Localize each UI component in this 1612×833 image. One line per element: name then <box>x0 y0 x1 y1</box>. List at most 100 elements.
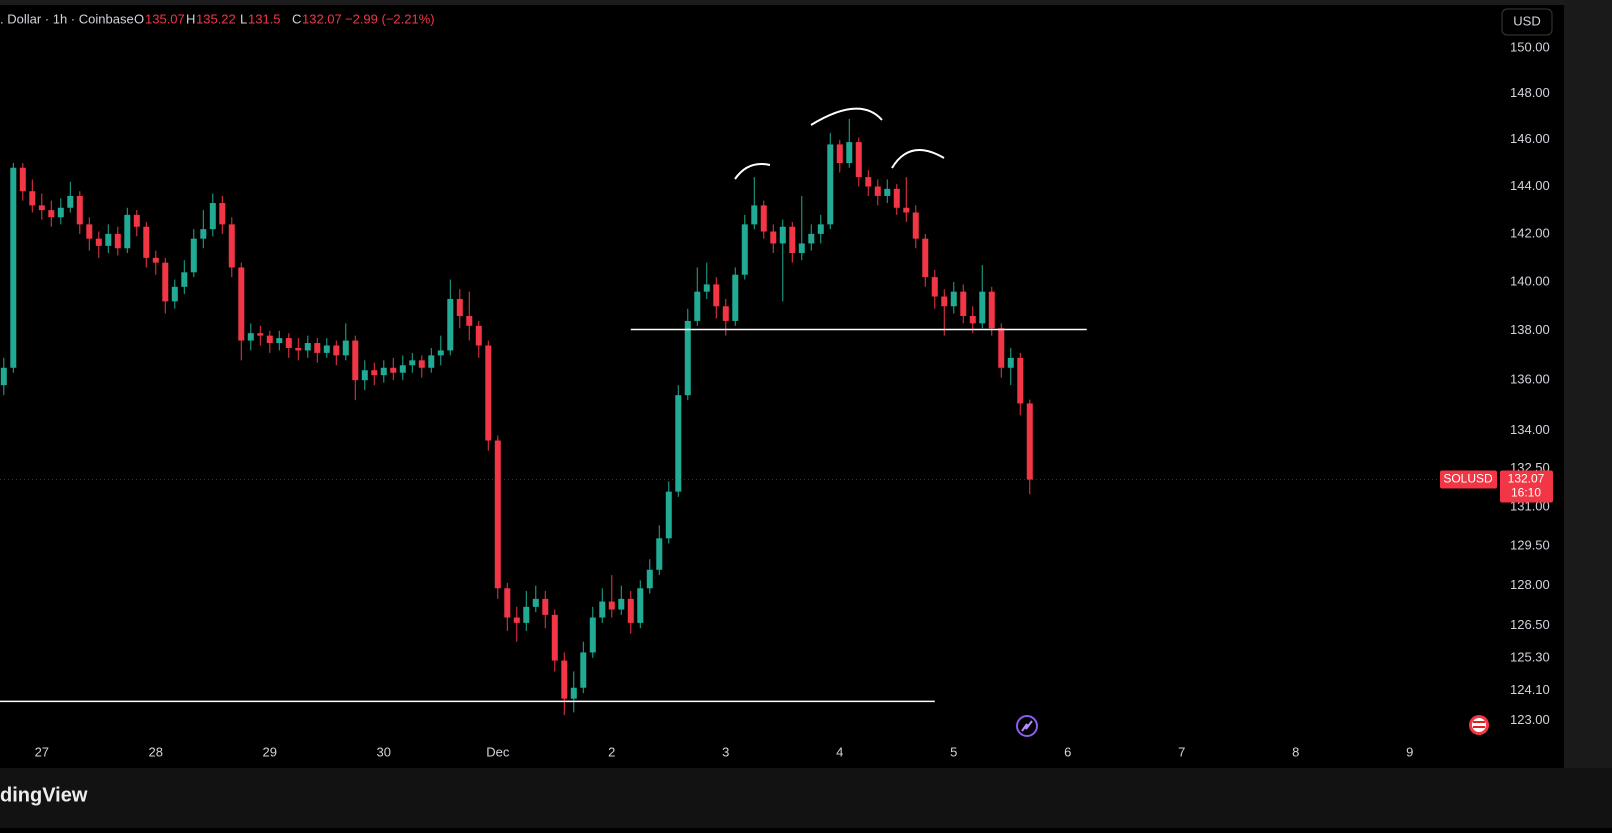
candle-body <box>57 207 64 218</box>
symbol-tag-box <box>1440 470 1497 489</box>
candle-body <box>200 229 207 239</box>
candle-body <box>599 601 606 618</box>
candle-body <box>361 370 368 381</box>
flag-stripe[interactable] <box>1473 721 1485 723</box>
candle-body <box>475 325 482 346</box>
y-tick-label: 150.00 <box>1510 40 1550 55</box>
candle-body <box>713 284 720 307</box>
x-tick-label: Dec <box>486 744 510 759</box>
candle-body <box>266 335 273 344</box>
candle-body <box>1017 357 1024 404</box>
x-tick-label: 9 <box>1406 744 1413 759</box>
candle-body <box>722 306 729 321</box>
candle-body <box>703 284 710 292</box>
candle-body <box>247 333 254 341</box>
y-tick-label: 144.00 <box>1510 178 1550 193</box>
candle-body <box>874 186 881 196</box>
candle-body <box>893 188 900 208</box>
x-tick-label: 6 <box>1064 744 1071 759</box>
candle-body <box>95 238 102 246</box>
candle-body <box>485 345 492 441</box>
candle-body <box>903 207 910 213</box>
flag-icon[interactable] <box>1469 715 1489 735</box>
candle-body <box>960 291 967 317</box>
y-tick-label: 146.00 <box>1510 131 1550 146</box>
sparkle-ring[interactable] <box>1016 715 1038 737</box>
candle-body <box>447 298 454 351</box>
candle-body <box>627 598 634 623</box>
candle-body <box>1007 357 1014 368</box>
candle-body <box>694 291 701 321</box>
candle-body <box>219 203 226 225</box>
candle-body <box>637 588 644 623</box>
candle-body <box>561 660 568 699</box>
currency-button[interactable] <box>1501 8 1553 36</box>
candle-body <box>171 286 178 302</box>
watermark: dingView <box>0 784 88 806</box>
y-tick-label: 138.00 <box>1510 322 1550 337</box>
sparkle-bolt[interactable] <box>1021 720 1033 732</box>
candle-body <box>428 355 435 368</box>
candle-body <box>86 224 93 239</box>
price-tag: 132.07 <box>1508 472 1545 486</box>
candle-body <box>523 606 530 623</box>
candle-body <box>418 360 425 368</box>
candle-body <box>931 277 938 297</box>
low-label: L <box>240 11 247 26</box>
candle-body <box>162 262 169 302</box>
y-tick-label: 128.00 <box>1510 577 1550 592</box>
candle-body <box>105 233 112 246</box>
candle-body <box>276 338 283 344</box>
candle-body <box>589 617 596 653</box>
candle-body <box>76 195 83 225</box>
candle-body <box>922 238 929 278</box>
y-tick-label: 140.00 <box>1510 273 1550 288</box>
y-tick-label: 136.00 <box>1510 372 1550 387</box>
x-tick-label: 29 <box>263 744 277 759</box>
candle-body <box>48 210 55 218</box>
x-tick-label: 5 <box>950 744 957 759</box>
x-tick-label: 8 <box>1292 744 1299 759</box>
y-tick-label: 124.10 <box>1510 682 1550 697</box>
candle-body <box>570 687 577 699</box>
flag-stripe[interactable] <box>1473 726 1485 728</box>
candle-body <box>342 340 349 356</box>
candle-body <box>67 195 74 208</box>
flag-inner[interactable] <box>1472 718 1486 732</box>
symbol-description: . Dollar · 1h · Coinbase <box>0 11 134 26</box>
candle-body <box>19 167 26 192</box>
footer <box>0 768 1612 828</box>
left-shoulder-arc <box>734 163 771 180</box>
candle-body <box>1026 403 1033 480</box>
open-label: O <box>134 11 144 26</box>
candle-body <box>238 267 245 341</box>
head-arc <box>810 107 883 126</box>
candle-body <box>257 333 264 336</box>
candle-body <box>152 257 159 263</box>
candle-body <box>741 224 748 275</box>
y-tick-label: 142.00 <box>1510 225 1550 240</box>
price-tag-box <box>1500 470 1553 503</box>
candle-body <box>456 298 463 317</box>
close-value: 132.07 <box>302 11 342 26</box>
x-tick-label: 3 <box>722 744 729 759</box>
candle-body <box>798 243 805 254</box>
candle-body <box>912 212 919 239</box>
x-tick-label: 28 <box>149 744 163 759</box>
candle-body <box>542 598 549 615</box>
candle-body <box>846 142 853 164</box>
sparkle-icon[interactable] <box>1016 715 1038 737</box>
candle-body <box>656 538 663 570</box>
candle-body <box>399 365 406 373</box>
x-tick-label: 7 <box>1178 744 1185 759</box>
candle-body <box>352 340 359 381</box>
candle-body <box>295 347 302 351</box>
x-tick-label: 30 <box>377 744 391 759</box>
candle-body <box>855 142 862 178</box>
x-tick-label: 4 <box>836 744 843 759</box>
candle-body <box>10 167 17 368</box>
candle-body <box>285 338 292 348</box>
currency-label[interactable]: USD <box>1513 13 1540 28</box>
open-value: 135.07 <box>145 11 185 26</box>
